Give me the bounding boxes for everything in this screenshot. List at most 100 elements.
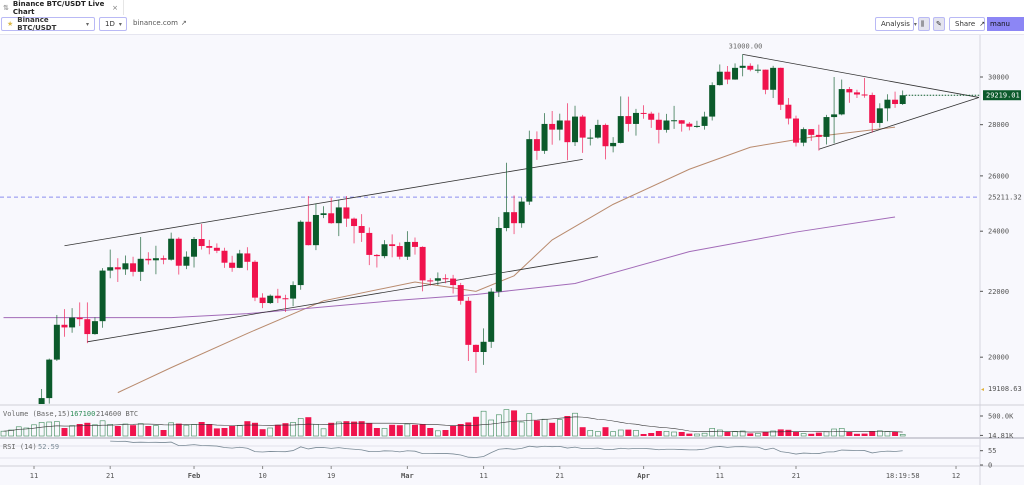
candle-body xyxy=(831,114,838,118)
volume-bar xyxy=(99,420,106,437)
candle-style-button[interactable]: ⫼ xyxy=(918,17,930,31)
volume-bar xyxy=(716,429,723,437)
candle-body xyxy=(526,139,533,202)
analysis-label: Analysis xyxy=(881,20,910,28)
candle-body xyxy=(671,120,678,122)
candle-body xyxy=(343,207,350,219)
volume-bar xyxy=(335,421,342,437)
candle xyxy=(892,91,899,108)
candle xyxy=(412,237,418,255)
star-icon[interactable]: ★ xyxy=(7,20,14,28)
volume-bar xyxy=(396,425,403,436)
candle xyxy=(328,197,335,224)
volume-bar xyxy=(640,434,647,436)
chevron-down-icon: ▾ xyxy=(118,20,122,28)
candle xyxy=(351,217,358,244)
candle xyxy=(701,111,708,130)
candle-body xyxy=(282,298,289,300)
browser-tab[interactable]: ⇅ Binance BTC/USDT Live Chart × xyxy=(0,0,124,16)
volume-bar xyxy=(480,410,487,437)
candle xyxy=(366,227,373,266)
share-button[interactable]: Share ↗ xyxy=(949,17,985,31)
candle-body xyxy=(320,213,327,215)
close-tab-icon[interactable]: × xyxy=(112,3,118,12)
candle-body xyxy=(122,263,129,270)
candle-body xyxy=(716,71,723,86)
volume-bar xyxy=(472,416,479,436)
interval-selector[interactable]: 1D ▾ xyxy=(99,17,127,31)
volume-bar xyxy=(61,428,68,436)
moving-average-line xyxy=(117,126,896,394)
candle-body xyxy=(396,246,403,257)
candle xyxy=(434,272,441,286)
trendline[interactable] xyxy=(818,97,980,150)
volume-bar xyxy=(251,422,258,436)
price-chart[interactable]: 31000.00 30000 28000 26000 24000 22000 20000 2… xyxy=(0,35,1024,485)
candle xyxy=(221,247,228,268)
volume-bar xyxy=(305,417,312,436)
volume-bar xyxy=(274,424,281,436)
candle-body xyxy=(328,213,335,224)
candle xyxy=(69,308,76,333)
draw-button[interactable]: ✎ xyxy=(933,17,945,31)
share-label: Share xyxy=(955,20,976,28)
candle xyxy=(290,281,297,307)
current-price-badge xyxy=(983,90,1021,101)
candle xyxy=(312,203,319,251)
current-price-label: 29219.01 xyxy=(986,92,1020,100)
volume-bar xyxy=(427,428,434,436)
candle xyxy=(206,239,213,255)
candle xyxy=(495,216,502,297)
price-axis[interactable]: 30000 28000 26000 24000 22000 20000 25211.32 ◂ 1… xyxy=(980,74,1022,394)
symbol-label: Binance BTC/USDT xyxy=(17,16,57,32)
candle xyxy=(762,69,769,95)
candle xyxy=(625,96,632,132)
candle-body xyxy=(472,344,479,353)
volume-bar xyxy=(625,429,632,436)
volume-bar xyxy=(724,432,731,436)
volume-bar xyxy=(518,421,525,437)
candle-body xyxy=(373,254,380,257)
source-link[interactable]: binance.com ↗ xyxy=(133,19,187,27)
candle-body xyxy=(800,129,807,143)
volume-bar xyxy=(678,432,685,436)
candle xyxy=(572,105,579,146)
candle-body xyxy=(198,239,205,247)
candle xyxy=(427,278,434,286)
candle xyxy=(770,65,777,99)
panel-frame xyxy=(0,35,1024,485)
volume-bar xyxy=(0,430,7,437)
trendline[interactable] xyxy=(64,158,583,247)
volume-up-value: 167100 xyxy=(70,410,95,418)
candle-body xyxy=(8,466,14,472)
volume-bar xyxy=(297,418,304,437)
candle xyxy=(793,115,799,147)
volume-bar xyxy=(694,433,700,437)
candle-body xyxy=(625,116,632,124)
trendline[interactable] xyxy=(87,256,598,343)
trendline[interactable] xyxy=(742,53,979,98)
candle xyxy=(655,112,662,144)
candle-body xyxy=(724,71,731,80)
candle xyxy=(480,328,487,365)
user-button[interactable]: manu xyxy=(987,17,1024,31)
candle xyxy=(503,162,510,232)
analysis-dropdown[interactable]: Analysis ▾ xyxy=(875,17,917,31)
candle-body xyxy=(434,278,441,281)
volume-bar xyxy=(846,432,853,436)
horizontal-level-label: 25211.32 xyxy=(988,194,1022,202)
time-axis[interactable]: 11 21 Feb 10 19 Mar 11 21 Apr 11 21 12 18:19:58 xyxy=(30,466,960,480)
interval-label: 1D xyxy=(105,20,115,28)
candle xyxy=(457,282,464,305)
time-tick-label: 21 xyxy=(556,472,564,480)
time-tick-label: 19 xyxy=(327,472,335,480)
candle-body xyxy=(533,139,540,151)
candle xyxy=(831,77,838,144)
candle xyxy=(876,103,883,128)
chevron-down-icon: ▾ xyxy=(85,20,89,28)
candle-body xyxy=(267,295,274,304)
volume-title: Volume (Base,15) xyxy=(3,410,70,418)
symbol-selector[interactable]: ★ Binance BTC/USDT ▾ xyxy=(1,16,95,32)
volume-bar xyxy=(229,426,236,436)
candle xyxy=(465,296,472,361)
